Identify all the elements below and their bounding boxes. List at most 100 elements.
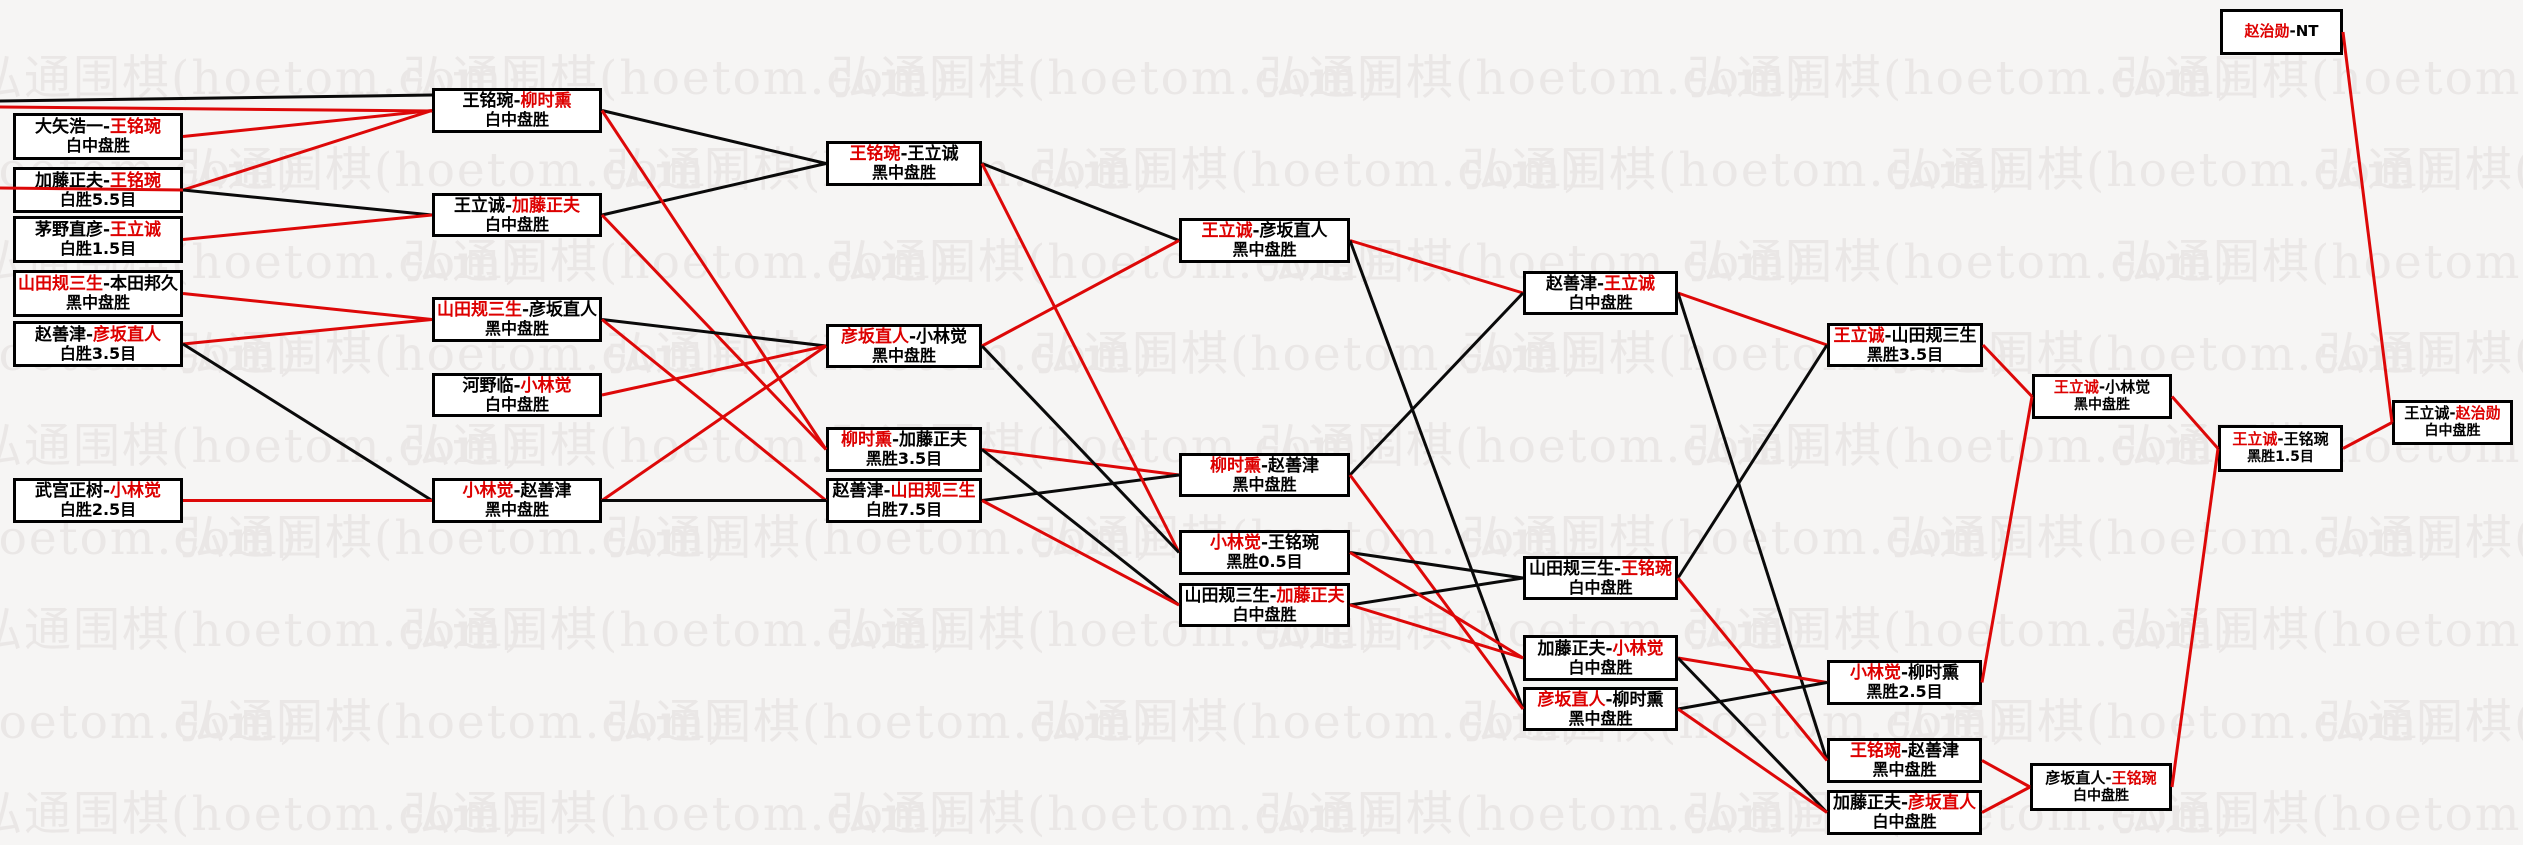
player1-name: 赵善津 (1545, 273, 1597, 294)
player1-name: 王立诚 (2404, 404, 2450, 423)
match-box-d4[interactable]: 山田规三生-加藤正夫 白中盘胜 (1179, 583, 1350, 627)
match-box-d2[interactable]: 柳时熏-赵善津 黑中盘胜 (1179, 453, 1350, 497)
player1-name: 彦坂直人 (2045, 768, 2106, 787)
match-result: 黑胜3.5目 (865, 449, 943, 469)
player1-name: 大矢浩一 (34, 117, 103, 138)
match-box-c2[interactable]: 彦坂直人-小林觉 黑中盘胜 (826, 324, 982, 368)
player1-name: 加藤正夫 (1832, 793, 1901, 814)
player2-name: 小林觉 (1612, 638, 1664, 659)
match-result: 白中盘胜 (484, 394, 549, 414)
match-result: 黑胜0.5目 (1226, 552, 1303, 572)
player2-name: 加藤正夫 (899, 430, 968, 451)
match-players: 赵善津-山田规三生 (832, 481, 975, 501)
player2-name: 王立诚 (1604, 273, 1656, 294)
match-box-f3[interactable]: 王铭琬-赵善津 黑中盘胜 (1827, 738, 1982, 783)
match-box-a6[interactable]: 武宫正树-小林觉 白胜2.5目 (13, 478, 183, 523)
match-box-h1[interactable]: 王立诚-王铭琬 黑胜1.5目 (2218, 425, 2343, 472)
watermark-text: 弘通围棋(hoetom.com) (831, 51, 1380, 106)
vs-dash: - (891, 430, 900, 451)
match-box-a2[interactable]: 加藤正夫-王铭琬 白胜5.5目 (13, 167, 183, 213)
match-box-c3[interactable]: 柳时熏-加藤正夫 黑胜3.5目 (826, 427, 982, 472)
player1-name: 柳时熏 (1209, 455, 1261, 476)
watermark-text: 弘通围棋(hoetom.com) (2115, 51, 2523, 106)
player1-name: 加藤正夫 (34, 170, 103, 191)
match-players: 赵善津-彦坂直人 (35, 325, 161, 345)
match-box-d1[interactable]: 王立诚-彦坂直人 黑中盘胜 (1179, 218, 1350, 263)
vs-dash: - (513, 375, 521, 396)
match-box-h2[interactable]: 赵治勋-NT (2220, 9, 2343, 55)
match-box-g2[interactable]: 彦坂直人-王铭琬 白中盘胜 (2030, 763, 2172, 811)
player2-name: 赵治勋 (2455, 404, 2501, 423)
vs-dash: - (102, 274, 111, 295)
match-box-a3[interactable]: 茅野直彦-王立诚 白胜1.5目 (13, 216, 183, 263)
match-box-f1[interactable]: 王立诚-山田规三生 黑胜3.5目 (1827, 323, 1983, 367)
match-box-e3[interactable]: 加藤正夫-小林觉 白中盘胜 (1523, 635, 1678, 681)
match-players: 加藤正夫-小林觉 (1537, 639, 1663, 659)
match-result: 白胜7.5目 (865, 500, 943, 520)
vs-dash: - (1884, 325, 1892, 346)
match-box-a1[interactable]: 大矢浩一-王铭琬 白中盘胜 (13, 113, 183, 160)
match-box-b3[interactable]: 山田规三生-彦坂直人 黑中盘胜 (432, 297, 602, 342)
watermark-text: 弘通围棋(hoetom.com) (0, 603, 524, 658)
match-box-e1[interactable]: 赵善津-王立诚 白中盘胜 (1523, 271, 1678, 315)
vs-dash: - (1260, 455, 1269, 476)
match-box-b2[interactable]: 王立诚-加藤正夫 白中盘胜 (432, 193, 602, 237)
match-box-b4[interactable]: 河野临-小林觉 白中盘胜 (432, 373, 602, 417)
match-box-b5[interactable]: 小林觉-赵善津 黑中盘胜 (432, 478, 602, 523)
match-box-a5[interactable]: 赵善津-彦坂直人 白胜3.5目 (13, 321, 183, 367)
match-box-i1[interactable]: 王立诚-赵治勋 白中盘胜 (2392, 400, 2513, 445)
match-players: 赵治勋-NT (2244, 22, 2318, 41)
watermark-text: 弘通围棋(hoetom.com) (1687, 235, 2236, 290)
match-box-c4[interactable]: 赵善津-山田规三生 白胜7.5目 (826, 478, 982, 523)
vs-dash: - (2289, 22, 2296, 41)
match-result: 白中盘胜 (1568, 292, 1633, 312)
match-players: 王铭琬-王立诚 (849, 144, 958, 164)
match-players: 彦坂直人-柳时熏 (1537, 690, 1663, 710)
match-result: 白中盘胜 (1872, 812, 1937, 832)
player1-name: 王铭琬 (849, 144, 901, 165)
vs-dash: - (102, 117, 111, 138)
match-box-c1[interactable]: 王铭琬-王立诚 黑中盘胜 (826, 141, 982, 186)
player2-name: 柳时熏 (520, 91, 572, 112)
match-box-e2[interactable]: 山田规三生-王铭琬 白中盘胜 (1523, 556, 1678, 600)
match-result: 白中盘胜 (1232, 604, 1297, 624)
player1-name: 河野临 (462, 375, 514, 396)
match-box-e4[interactable]: 彦坂直人-柳时熏 黑中盘胜 (1523, 687, 1678, 731)
player1-name: 王立诚 (2232, 430, 2278, 449)
player2-name: 柳时熏 (1908, 663, 1960, 684)
player1-name: 加藤正夫 (1537, 638, 1606, 659)
player2-name: 柳时熏 (1612, 689, 1664, 710)
vs-dash: - (102, 170, 111, 191)
player1-name: 山田规三生 (1184, 585, 1270, 606)
match-players: 王立诚-山田规三生 (1833, 326, 1976, 346)
match-result: 黑中盘胜 (1872, 760, 1937, 780)
player2-name: 山田规三生 (890, 481, 976, 502)
match-box-b1[interactable]: 王铭琬-柳时熏 白中盘胜 (432, 88, 602, 133)
match-result: 黑胜1.5目 (2247, 449, 2314, 466)
match-players: 茅野直彦-王立诚 (35, 220, 161, 240)
match-players: 山田规三生-王铭琬 (1529, 559, 1672, 579)
vs-dash: - (883, 481, 891, 502)
match-box-g1[interactable]: 王立诚-小林觉 黑中盘胜 (2032, 374, 2172, 419)
match-result: 黑中盘胜 (871, 345, 936, 365)
match-result: 黑胜2.5目 (1866, 682, 1943, 702)
player2-name: 彦坂直人 (1259, 221, 1328, 242)
vs-dash: - (2277, 430, 2284, 449)
watermark-text: 弘通围棋(hoetom.com) (403, 603, 952, 658)
match-box-f2[interactable]: 小林觉-柳时熏 黑胜2.5目 (1827, 660, 1982, 705)
player1-name: 柳时熏 (840, 430, 892, 451)
watermark-text: 弘通围棋(hoetom.com) (0, 695, 299, 750)
match-box-a4[interactable]: 山田规三生-本田邦久 黑中盘胜 (13, 270, 183, 317)
match-players: 王立诚-加藤正夫 (454, 196, 580, 216)
player1-name: 小林觉 (462, 481, 514, 502)
match-players: 小林觉-王铭琬 (1210, 533, 1319, 553)
watermark-text: 弘通围棋(hoetom.com) (1462, 143, 2011, 198)
match-box-d3[interactable]: 小林觉-王铭琬 黑胜0.5目 (1179, 530, 1350, 575)
match-result: 白胜1.5目 (59, 239, 137, 259)
match-result: 黑中盘胜 (1232, 474, 1297, 494)
vs-dash: - (1596, 273, 1605, 294)
match-box-f4[interactable]: 加藤正夫-彦坂直人 白中盘胜 (1827, 790, 1982, 835)
vs-dash: - (900, 144, 908, 165)
